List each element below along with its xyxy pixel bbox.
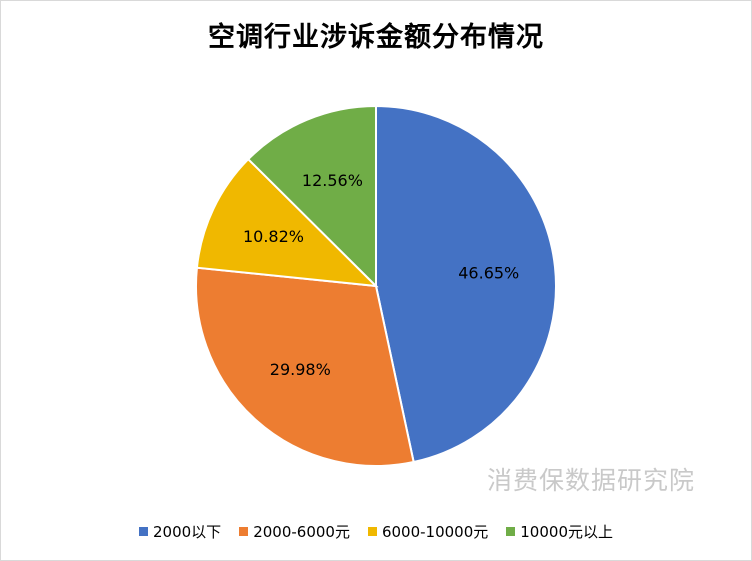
legend: 2000以下 2000-6000元 6000-10000元 10000元以上 [1,521,751,542]
data-label-3: 12.56% [302,171,363,190]
legend-item: 2000-6000元 [239,521,350,542]
data-label-0: 46.65% [458,264,519,283]
watermark: 消费保数据研究院 [487,466,696,495]
legend-label: 2000-6000元 [253,523,350,541]
data-label-2: 10.82% [243,227,304,246]
legend-swatch-2 [367,527,377,536]
pie-slice-0 [375,104,557,464]
pie-chart: 46.65% 29.98% 10.82% 12.56% [195,104,557,467]
legend-label: 6000-10000元 [381,523,489,541]
pie-slice-2 [195,157,379,288]
legend-swatch-0 [139,527,148,536]
legend-swatch-3 [506,527,516,536]
chart-title: 空调行业涉诉金额分布情况 [208,22,544,53]
pie-slice-1 [195,266,415,467]
legend-label: 10000元以上 [520,523,613,541]
legend-item: 2000以下 [139,521,221,542]
legend-item: 10000元以上 [506,521,613,542]
pie-slice-3 [246,104,377,289]
legend-swatch-1 [239,527,249,536]
legend-item: 6000-10000元 [367,521,489,542]
legend-label: 2000以下 [153,523,222,541]
data-label-1: 29.98% [270,360,331,379]
